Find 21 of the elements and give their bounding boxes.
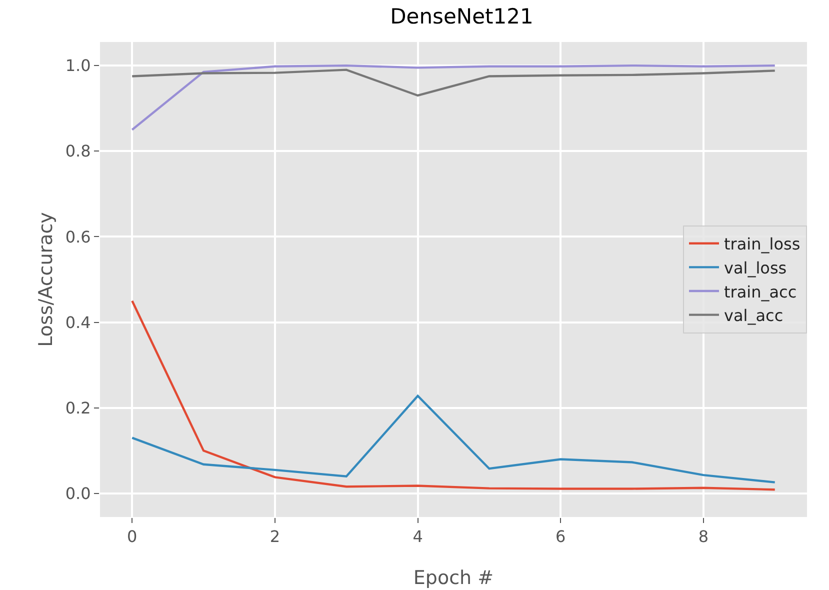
y-tick-label: 0.6 xyxy=(65,227,91,246)
x-tick-label: 6 xyxy=(556,527,566,546)
x-tick-label: 8 xyxy=(698,527,709,546)
x-tick-label: 2 xyxy=(270,527,280,546)
legend-label: train_acc xyxy=(724,282,797,302)
y-tick-label: 0.4 xyxy=(65,312,91,332)
line-series xyxy=(131,394,776,484)
y-tick-label: 0.0 xyxy=(65,484,91,504)
y-tick-label: 1.0 xyxy=(65,56,91,76)
legend-label: val_loss xyxy=(724,258,787,278)
y-tick-label: 0.8 xyxy=(65,142,91,161)
legend-label: val_acc xyxy=(724,306,784,326)
legend-label: train_loss xyxy=(724,234,800,254)
y-axis-title: Loss/Accuracy xyxy=(35,212,57,347)
y-tick-label: 0.2 xyxy=(65,398,91,418)
line-series xyxy=(131,68,776,97)
x-tick-label: 4 xyxy=(412,527,423,546)
x-axis-title: Epoch # xyxy=(413,567,494,589)
x-tick-label: 0 xyxy=(127,527,138,546)
line-series xyxy=(131,64,776,131)
chart-title: DenseNet121 xyxy=(390,4,534,29)
